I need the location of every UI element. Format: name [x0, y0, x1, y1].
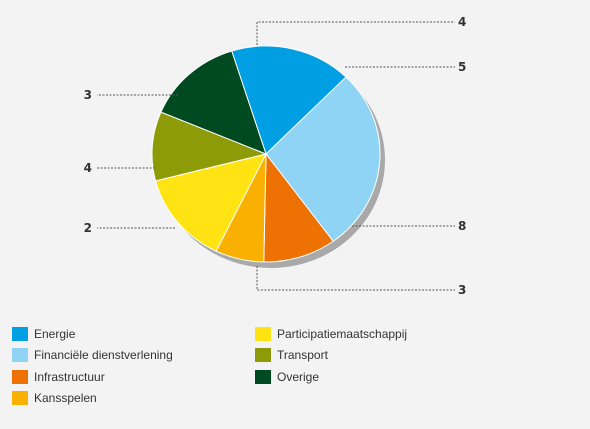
legend-swatch	[255, 348, 271, 362]
legend-item-kansspelen: Kansspelen	[12, 390, 97, 406]
pie-slice-infrastructuur	[263, 152, 334, 263]
legend-item-participatiemaatschappij: Participatiemaatschappij	[255, 326, 407, 342]
legend-item-overige: Overige	[255, 369, 319, 385]
data-labels: 5 8 3 2 4 3 4	[84, 15, 467, 297]
pie-slice-transport	[151, 111, 268, 182]
pie-slice-energie	[231, 45, 347, 155]
leader-lines	[97, 21, 455, 291]
leader-line-overige	[256, 21, 455, 45]
pie-slice-financiele-dienstverlening	[265, 76, 381, 242]
pie-slice-overige	[160, 50, 267, 155]
legend-swatch	[12, 327, 28, 341]
legend-item-infrastructuur: Infrastructuur	[12, 369, 105, 385]
legend-label: Financiële dienstverlening	[34, 348, 173, 362]
data-label-overige: 4	[458, 15, 466, 29]
legend-label: Infrastructuur	[34, 370, 105, 384]
legend-swatch	[255, 370, 271, 384]
legend: Energie Financiële dienstverlening Infra…	[12, 322, 582, 412]
data-label-participatiemaatschappij: 4	[84, 161, 92, 175]
legend-label: Kansspelen	[34, 391, 97, 405]
legend-swatch	[255, 327, 271, 341]
data-label-financiele-dienstverlening: 8	[458, 219, 466, 233]
data-label-energie: 5	[458, 60, 466, 74]
data-label-transport: 3	[84, 88, 92, 102]
pie-slice-participatiemaatschappij	[154, 153, 267, 252]
legend-label: Energie	[34, 327, 76, 341]
legend-label: Participatiemaatschappij	[277, 327, 408, 341]
legend-item-transport: Transport	[255, 347, 328, 363]
legend-swatch	[12, 391, 28, 405]
data-label-infrastructuur: 3	[458, 283, 466, 297]
data-label-kansspelen: 2	[84, 221, 92, 235]
legend-swatch	[12, 370, 28, 384]
legend-item-financiele-dienstverlening: Financiële dienstverlening	[12, 347, 173, 363]
pie-slices	[151, 45, 381, 263]
pie-chart: 5 8 3 2 4 3 4	[84, 15, 467, 297]
leader-line-infrastructuur	[256, 266, 455, 291]
legend-item-energie: Energie	[12, 326, 75, 342]
legend-label: Overige	[277, 370, 320, 384]
legend-label: Transport	[277, 348, 328, 362]
legend-swatch	[12, 348, 28, 362]
